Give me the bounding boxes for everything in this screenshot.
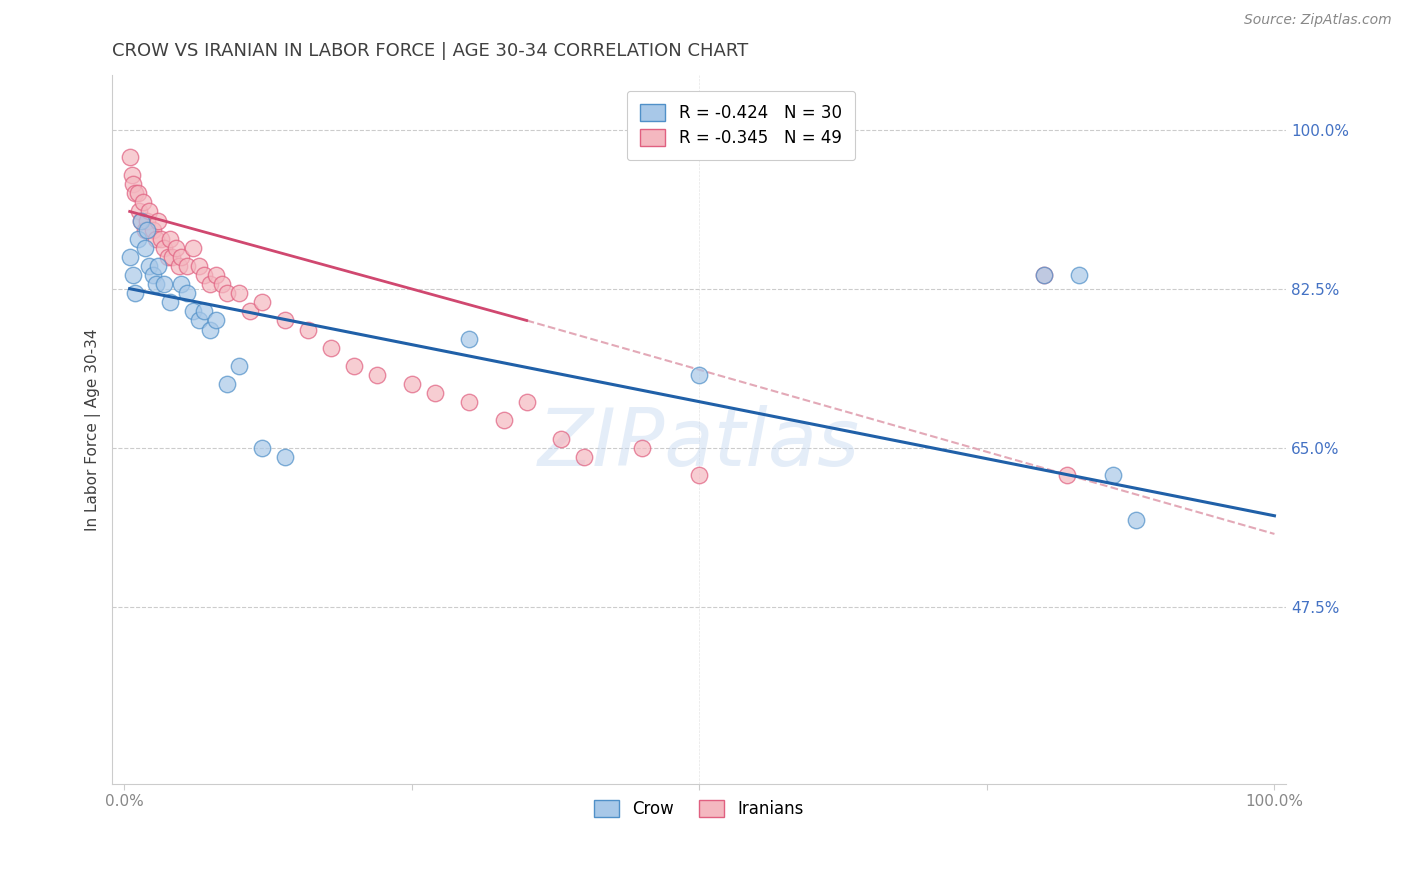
Point — [148, 259, 170, 273]
Point — [200, 277, 222, 292]
Point — [159, 232, 181, 246]
Point — [250, 295, 273, 310]
Text: CROW VS IRANIAN IN LABOR FORCE | AGE 30-34 CORRELATION CHART: CROW VS IRANIAN IN LABOR FORCE | AGE 30-… — [112, 42, 748, 60]
Point — [145, 232, 167, 246]
Point — [149, 232, 172, 246]
Point — [124, 186, 146, 201]
Point — [1056, 467, 1078, 482]
Point — [162, 250, 184, 264]
Point — [297, 322, 319, 336]
Point — [187, 259, 209, 273]
Point — [217, 286, 239, 301]
Point — [127, 232, 149, 246]
Y-axis label: In Labor Force | Age 30-34: In Labor Force | Age 30-34 — [86, 328, 101, 531]
Point — [136, 213, 159, 227]
Point — [167, 259, 190, 273]
Point — [516, 395, 538, 409]
Point — [239, 304, 262, 318]
Point — [134, 222, 156, 236]
Point — [181, 304, 204, 318]
Point — [250, 441, 273, 455]
Point — [124, 286, 146, 301]
Point — [122, 268, 145, 282]
Point — [458, 332, 481, 346]
Point — [138, 204, 160, 219]
Point — [492, 413, 515, 427]
Point — [148, 213, 170, 227]
Point — [134, 241, 156, 255]
Point — [366, 368, 388, 382]
Point — [142, 268, 165, 282]
Point — [159, 295, 181, 310]
Text: Source: ZipAtlas.com: Source: ZipAtlas.com — [1244, 13, 1392, 28]
Point — [118, 150, 141, 164]
Point — [165, 241, 187, 255]
Point — [205, 268, 228, 282]
Legend: Crow, Iranians: Crow, Iranians — [588, 794, 811, 825]
Point — [688, 467, 710, 482]
Point — [153, 277, 176, 292]
Point — [211, 277, 233, 292]
Point — [138, 259, 160, 273]
Point — [121, 168, 143, 182]
Point — [156, 250, 179, 264]
Point — [630, 441, 652, 455]
Point — [142, 222, 165, 236]
Point — [401, 377, 423, 392]
Point — [153, 241, 176, 255]
Point — [343, 359, 366, 373]
Point — [181, 241, 204, 255]
Point — [274, 450, 297, 464]
Point — [228, 359, 250, 373]
Point — [193, 268, 215, 282]
Point — [145, 277, 167, 292]
Point — [1033, 268, 1056, 282]
Point — [205, 313, 228, 327]
Point — [1125, 513, 1147, 527]
Point — [688, 368, 710, 382]
Point — [176, 286, 198, 301]
Point — [550, 432, 572, 446]
Point — [458, 395, 481, 409]
Point — [319, 341, 342, 355]
Point — [200, 322, 222, 336]
Point — [193, 304, 215, 318]
Point — [217, 377, 239, 392]
Point — [128, 204, 150, 219]
Point — [176, 259, 198, 273]
Point — [1033, 268, 1056, 282]
Point — [1102, 467, 1125, 482]
Point — [572, 450, 595, 464]
Point — [274, 313, 297, 327]
Point — [136, 222, 159, 236]
Point — [170, 277, 193, 292]
Point — [423, 386, 446, 401]
Point — [129, 213, 152, 227]
Point — [127, 186, 149, 201]
Point — [1067, 268, 1090, 282]
Point — [132, 195, 155, 210]
Point — [170, 250, 193, 264]
Point — [122, 178, 145, 192]
Point — [129, 213, 152, 227]
Point — [118, 250, 141, 264]
Point — [187, 313, 209, 327]
Text: ZIPatlas: ZIPatlas — [538, 405, 860, 483]
Point — [228, 286, 250, 301]
